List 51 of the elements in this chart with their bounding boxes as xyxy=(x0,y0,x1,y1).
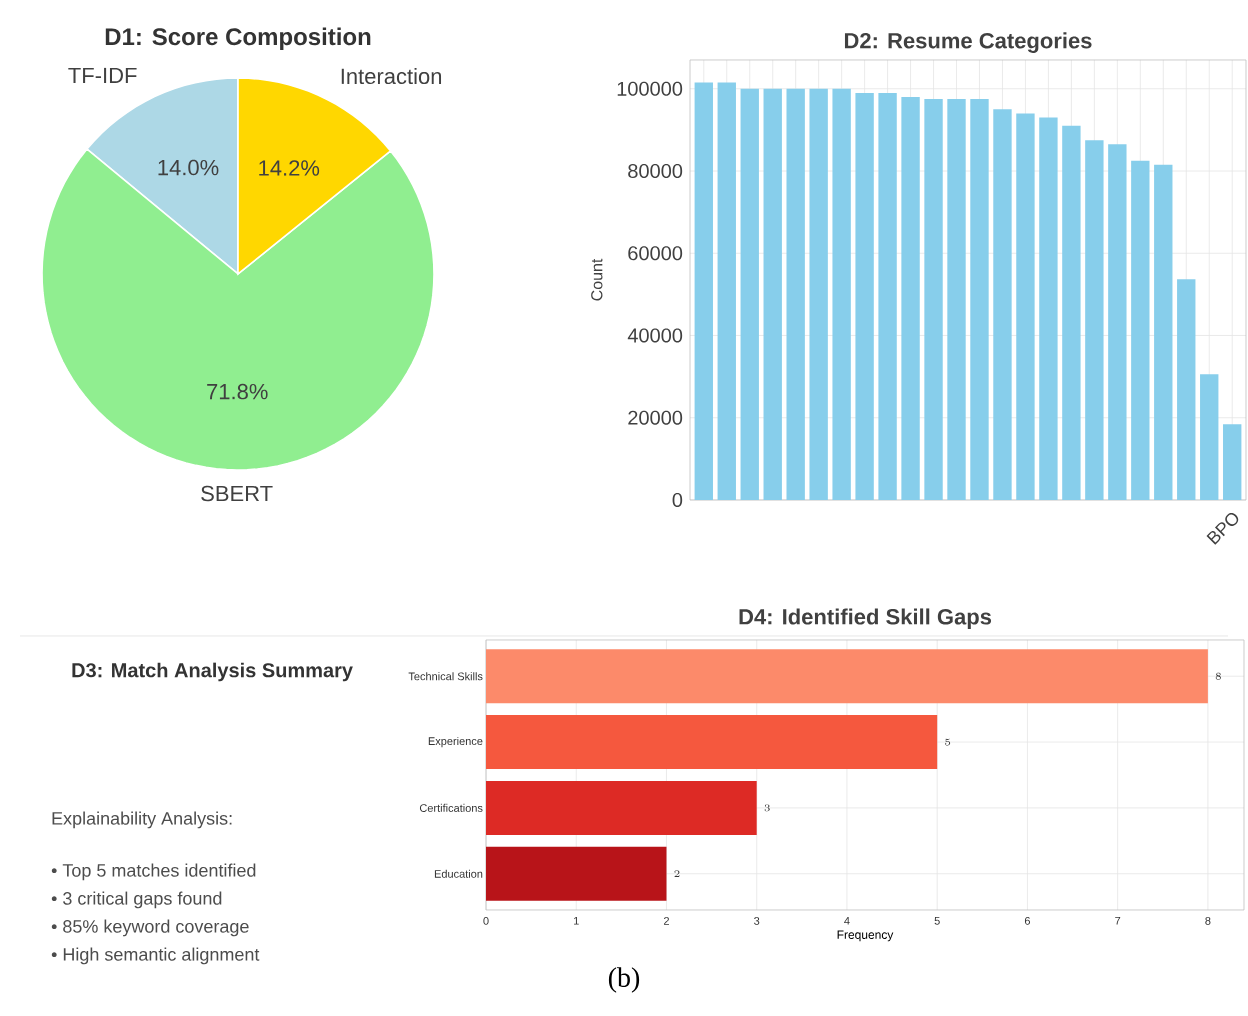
bar xyxy=(486,649,1208,704)
chart-title: D2: Resume Categories xyxy=(844,32,1092,53)
y-tick-label: 0 xyxy=(672,492,683,508)
bar xyxy=(1131,160,1150,500)
slice-label: SBERT xyxy=(201,485,273,502)
text: D3: Match Analysis Summary xyxy=(72,662,353,682)
data-label: 14.2% xyxy=(259,160,320,176)
y-tick-label: 100000 xyxy=(617,81,683,96)
bar xyxy=(993,109,1012,500)
y-tick-label: 20000 xyxy=(628,410,683,425)
bar xyxy=(763,88,782,500)
bar xyxy=(786,88,805,500)
bar xyxy=(694,82,713,500)
bar xyxy=(1223,424,1242,500)
bar xyxy=(717,82,736,500)
slice-label: Interaction xyxy=(341,67,442,85)
text: • 85% keyword coverage xyxy=(51,919,249,937)
slice-label: TF-IDF xyxy=(68,67,137,83)
bar xyxy=(1177,279,1196,500)
bar xyxy=(740,88,759,500)
bar xyxy=(947,99,966,500)
y-tick-label: 40000 xyxy=(627,328,683,343)
text: • Top 5 matches identified xyxy=(51,863,256,881)
bar xyxy=(855,92,874,500)
bar xyxy=(832,88,851,500)
bar xyxy=(486,715,938,770)
chart-title: D4: Identified Skill Gaps xyxy=(739,608,992,629)
bar xyxy=(901,96,920,500)
bar xyxy=(1200,374,1219,500)
bar xyxy=(878,92,897,500)
bar xyxy=(1154,164,1173,500)
bar xyxy=(1108,144,1127,500)
bar xyxy=(970,99,989,500)
data-label: 71.8% xyxy=(207,383,268,400)
y-axis-title: Count xyxy=(591,258,603,301)
chart-title: D1: Score Composition xyxy=(105,27,371,50)
text: • High semantic alignment xyxy=(51,947,260,965)
y-tick-label: 80000 xyxy=(628,163,683,179)
bar xyxy=(924,99,943,500)
bar xyxy=(1085,140,1104,500)
bar xyxy=(1062,125,1081,500)
bar xyxy=(809,88,828,500)
text: • 3 critical gaps found xyxy=(51,891,222,909)
text: (b) xyxy=(608,967,640,993)
data-label: 14.0% xyxy=(158,159,219,176)
text: Explainability Analysis: xyxy=(52,811,232,829)
bar xyxy=(486,846,667,901)
y-tick-label: 60000 xyxy=(628,246,683,261)
bar xyxy=(1039,117,1058,500)
bar xyxy=(1016,113,1035,500)
bar xyxy=(486,780,757,835)
